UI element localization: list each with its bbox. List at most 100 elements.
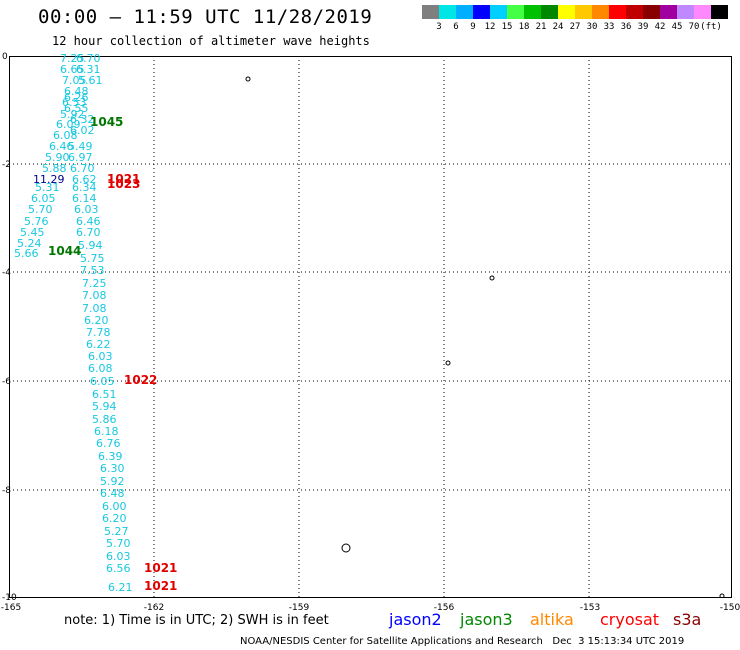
legend-swatch xyxy=(592,5,609,19)
legend-label: 33 xyxy=(603,22,615,32)
latitude-label: -10 xyxy=(2,593,17,603)
wave-height-label: 6.26 xyxy=(64,91,89,104)
wave-height-label: 6.46 xyxy=(49,140,74,153)
graticule-grid xyxy=(9,56,732,598)
wave-height-label: 1022 xyxy=(124,373,158,387)
legend-label: 27 xyxy=(569,22,581,32)
wave-height-label: 5.92 xyxy=(100,475,125,488)
legend-swatch xyxy=(626,5,643,19)
legend-label: 9 xyxy=(470,22,476,32)
longitude-label: -162 xyxy=(143,603,165,613)
satellite-cryosat-label: cryosat xyxy=(600,610,660,629)
wave-height-label: 5.45 xyxy=(20,226,45,239)
wave-height-label: 5.31 xyxy=(35,181,60,194)
legend-label: 70 xyxy=(688,22,700,32)
map-title: 00:00 — 11:59 UTC 11/28/2019 xyxy=(38,6,373,28)
satellite-s3a-label: s3a xyxy=(673,610,702,629)
wave-height-label: 6.48 xyxy=(64,85,89,98)
legend-label: 30 xyxy=(586,22,598,32)
legend-label: 36 xyxy=(620,22,632,32)
wave-height-label: 7.08 xyxy=(82,289,107,302)
legend-swatch xyxy=(711,5,728,19)
map-border xyxy=(9,56,732,598)
latitude-label: 0 xyxy=(2,52,8,62)
legend-label: 21 xyxy=(535,22,547,32)
island-marker xyxy=(719,593,725,598)
wave-height-label: 1021 xyxy=(144,561,178,575)
legend-label: 6 xyxy=(453,22,459,32)
wave-height-label: 6.39 xyxy=(98,450,123,463)
wave-height-label: 5.24 xyxy=(17,237,42,250)
legend-label: 12 xyxy=(484,22,496,32)
legend-label: 18 xyxy=(518,22,530,32)
wave-height-label: 7.78 xyxy=(86,326,111,339)
legend-swatch xyxy=(439,5,456,19)
wave-height-label: 7.53 xyxy=(80,264,105,277)
wave-height-label: 1045 xyxy=(90,115,124,129)
wave-height-label: 6.55 xyxy=(64,102,89,115)
wave-height-label: 1023 xyxy=(107,177,141,191)
wave-height-label: 6.18 xyxy=(94,425,119,438)
island-marker xyxy=(445,360,451,366)
wave-height-label: 5.86 xyxy=(92,413,117,426)
wave-height-label: 5.61 xyxy=(78,74,103,87)
wave-height-label: 5.92 xyxy=(60,108,85,121)
legend-swatch xyxy=(490,5,507,19)
wave-height-label: 6.97 xyxy=(68,151,93,164)
latitude-label: -6 xyxy=(2,377,11,387)
wave-height-label: 6.34 xyxy=(72,181,97,194)
island-marker xyxy=(489,275,495,281)
legend-swatch xyxy=(694,5,711,19)
wave-height-label: 5.94 xyxy=(92,400,117,413)
wave-height-label: 5.70 xyxy=(106,537,131,550)
legend-label: 42 xyxy=(654,22,666,32)
wave-height-label: 5.70 xyxy=(28,203,53,216)
legend-label: 24 xyxy=(552,22,564,32)
legend-swatch xyxy=(422,5,439,19)
wave-height-label: 6.31 xyxy=(76,63,101,76)
legend-label: (ft) xyxy=(700,22,722,32)
legend-swatch xyxy=(643,5,660,19)
wave-height-label: 6.62 xyxy=(72,173,97,186)
wave-height-label: 6.03 xyxy=(88,350,113,363)
wave-height-label: 6.65 xyxy=(60,63,85,76)
wave-height-label: 6.70 xyxy=(76,226,101,239)
legend-label: 3 xyxy=(436,22,442,32)
wave-height-label: 1021 xyxy=(107,172,141,186)
wave-height-label: 5.66 xyxy=(14,247,39,260)
wave-height-label: 6.46 xyxy=(76,215,101,228)
wave-height-label: 7.05 xyxy=(62,74,87,87)
color-scale-legend xyxy=(422,5,728,19)
wave-height-label: 6.70 xyxy=(76,52,101,65)
wave-height-label: 6.70 xyxy=(70,162,95,175)
satellite-jason3-label: jason3 xyxy=(460,610,513,629)
wave-height-label: 6.08 xyxy=(88,362,113,375)
wave-height-label: 6.51 xyxy=(92,388,117,401)
wave-height-label: 6.20 xyxy=(102,512,127,525)
legend-swatch xyxy=(677,5,694,19)
wave-height-label: 7.25 xyxy=(82,277,107,290)
wave-height-label: 6.56 xyxy=(106,562,131,575)
map-plot-area xyxy=(9,56,732,598)
legend-swatch xyxy=(507,5,524,19)
latitude-label: -2 xyxy=(2,160,11,170)
longitude-label: -156 xyxy=(433,603,455,613)
legend-swatch xyxy=(575,5,592,19)
legend-swatch xyxy=(558,5,575,19)
legend-swatch xyxy=(524,5,541,19)
satellite-altika-label: altika xyxy=(530,610,574,629)
wave-height-label: 7.08 xyxy=(82,302,107,315)
credit-line: NOAA/NESDIS Center for Satellite Applica… xyxy=(240,636,685,647)
wave-height-label: 6.00 xyxy=(102,500,127,513)
latitude-label: -8 xyxy=(2,486,11,496)
map-subtitle: 12 hour collection of altimeter wave hei… xyxy=(52,34,370,48)
wave-height-label: 6.02 xyxy=(70,124,95,137)
legend-swatch xyxy=(660,5,677,19)
longitude-label: -153 xyxy=(579,603,601,613)
wave-height-label: 6.05 xyxy=(31,192,56,205)
wave-height-label: 6.32 xyxy=(70,113,95,126)
wave-height-label: 1044 xyxy=(48,244,82,258)
wave-height-label: 5.88 xyxy=(42,162,67,175)
wave-height-label: 7.25 xyxy=(60,52,85,65)
legend-label: 39 xyxy=(637,22,649,32)
